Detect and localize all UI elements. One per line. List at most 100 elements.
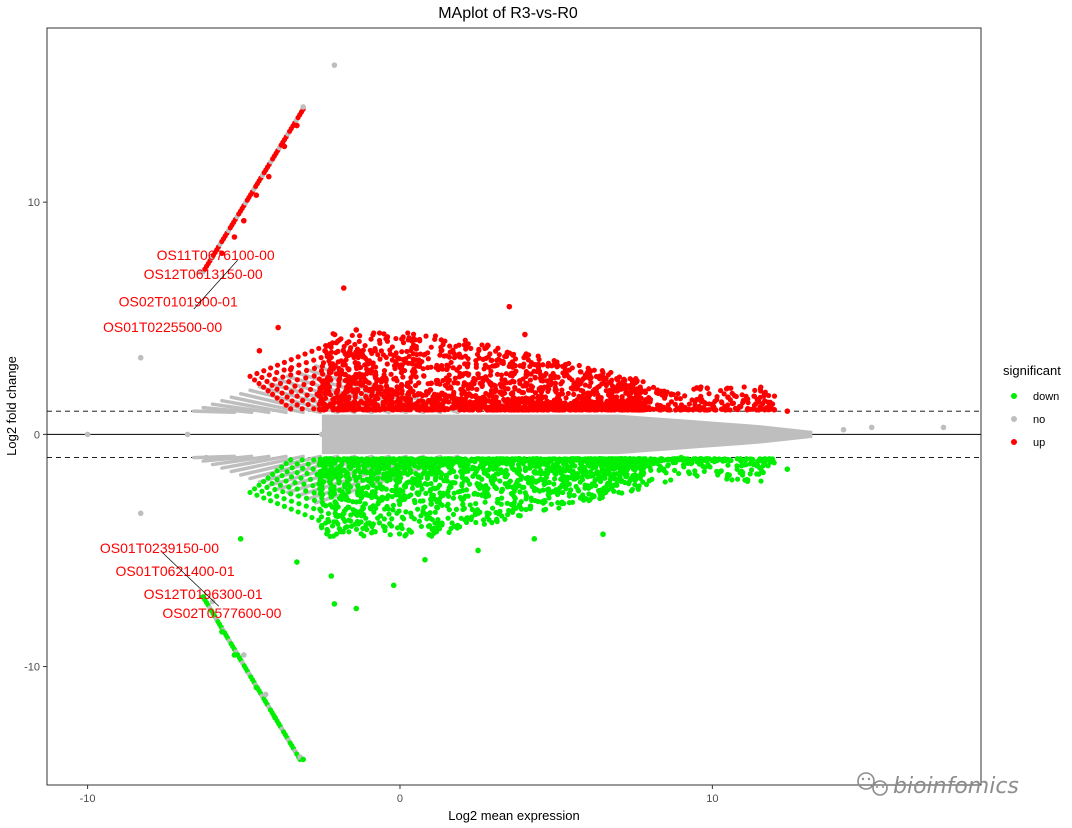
down-point — [768, 456, 774, 462]
down-point — [319, 499, 325, 506]
up-point — [602, 405, 608, 411]
down-point — [496, 511, 502, 517]
up-point — [483, 355, 489, 361]
up-point — [704, 385, 710, 391]
down-point — [370, 528, 376, 534]
point-no — [522, 415, 528, 421]
up-point — [343, 357, 349, 363]
up-point — [559, 400, 565, 407]
down-point — [311, 490, 317, 496]
down-point — [445, 515, 451, 521]
up-point — [328, 344, 334, 350]
up-point — [662, 395, 668, 401]
up-point — [578, 369, 584, 375]
down-point — [656, 467, 662, 473]
down-point — [546, 495, 552, 501]
up-point — [544, 398, 550, 404]
down-point — [509, 465, 516, 471]
down-point — [358, 495, 365, 501]
up-point — [400, 340, 407, 346]
gene-label-0: OS11T0676100-00 — [157, 247, 275, 263]
up-point — [507, 406, 514, 412]
down-point — [734, 466, 740, 472]
down-point — [734, 476, 741, 482]
up-point — [444, 362, 450, 368]
down-point — [559, 482, 565, 488]
down-point — [453, 506, 460, 512]
down-point — [527, 504, 534, 511]
up-point — [526, 352, 532, 358]
up-point — [303, 367, 310, 374]
up-point — [520, 390, 527, 396]
down-point — [329, 523, 336, 529]
up-point — [752, 387, 758, 393]
down-point — [450, 495, 457, 501]
up-point — [636, 407, 642, 413]
up-point — [689, 397, 695, 403]
up-point — [461, 382, 467, 389]
up-point — [415, 363, 421, 369]
down-point — [279, 464, 285, 470]
down-point — [523, 496, 529, 502]
up-point — [508, 398, 514, 404]
down-point — [694, 473, 700, 479]
up-point — [337, 375, 343, 381]
down-point — [729, 477, 735, 483]
up-point — [345, 365, 351, 372]
up-point — [627, 390, 633, 396]
down-point — [560, 489, 566, 496]
down-point — [300, 465, 306, 471]
down-point — [555, 500, 561, 506]
up-point — [289, 398, 295, 404]
up-point — [468, 399, 474, 405]
up-point — [678, 406, 684, 413]
down-point — [528, 480, 534, 486]
up-point — [757, 394, 763, 400]
point-down — [784, 466, 791, 472]
down-point — [455, 456, 461, 462]
up-point — [462, 353, 469, 359]
up-point — [268, 365, 274, 371]
down-point — [587, 469, 594, 475]
watermark: bioinfomics — [857, 772, 1019, 799]
up-point — [559, 391, 566, 397]
up-point — [360, 400, 367, 406]
down-point — [325, 516, 331, 522]
down-point — [328, 493, 334, 500]
down-point — [497, 478, 503, 484]
down-point — [540, 461, 546, 467]
down-point — [742, 461, 748, 468]
down-point — [311, 506, 317, 512]
down-point — [384, 470, 390, 476]
up-point — [334, 389, 340, 396]
point-up — [356, 371, 363, 377]
down-point — [398, 497, 404, 503]
up-point — [603, 382, 609, 389]
down-point — [363, 492, 370, 498]
up-point — [408, 375, 414, 381]
down-point — [427, 488, 433, 494]
up-point — [413, 343, 419, 350]
down-point — [288, 491, 294, 497]
down-point — [394, 525, 401, 531]
down-point — [438, 457, 444, 463]
gene-label-1: OS12T0613150-00 — [144, 266, 263, 282]
up-point — [393, 335, 399, 342]
point-up — [784, 408, 791, 414]
point-down — [390, 582, 397, 589]
y-tick-label: 10 — [28, 197, 40, 209]
down-point — [437, 462, 443, 469]
up-point — [552, 384, 558, 390]
down-point — [334, 473, 340, 479]
down-point — [506, 507, 512, 514]
down-point — [477, 509, 483, 515]
point-down — [647, 459, 653, 466]
down-point — [463, 476, 469, 482]
down-point — [435, 519, 441, 525]
up-point — [344, 388, 350, 395]
down-point — [412, 479, 418, 486]
up-point — [517, 378, 523, 384]
up-point — [274, 362, 281, 368]
down-point — [499, 460, 506, 466]
up-point — [599, 368, 605, 374]
